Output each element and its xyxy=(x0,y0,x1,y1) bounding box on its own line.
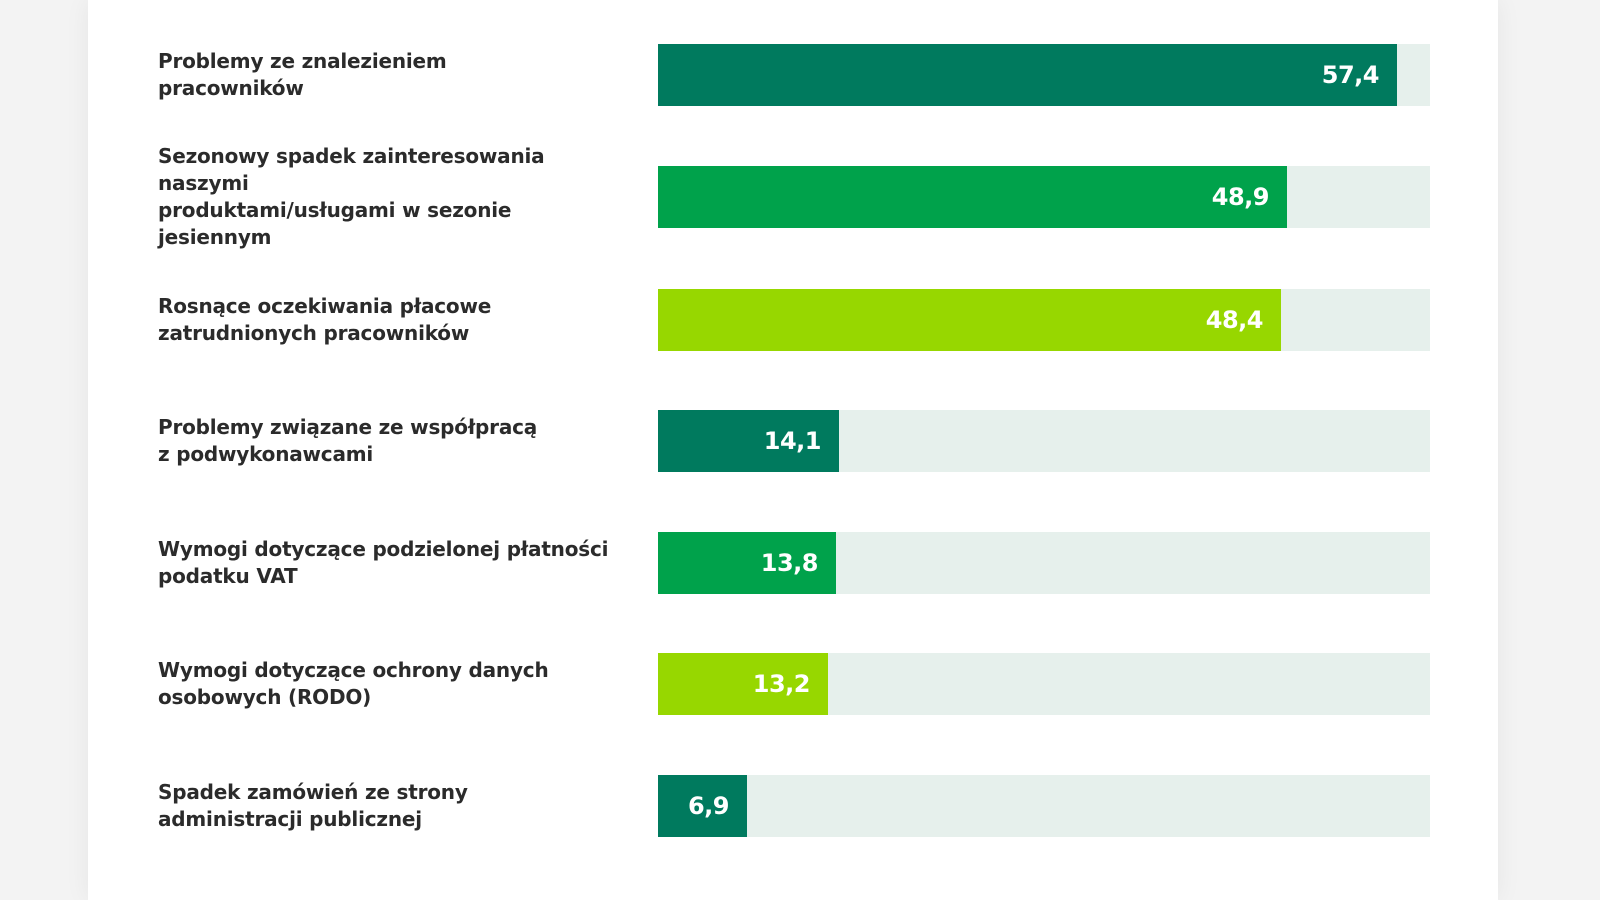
category-label: Sezonowy spadek zainteresowania naszymi … xyxy=(158,144,545,249)
bar-row: Wymogi dotyczące podzielonej płatności p… xyxy=(88,532,1498,594)
bar: 48,4 xyxy=(658,289,1281,351)
category-label: Problemy związane ze współpracą z podwyk… xyxy=(158,415,538,466)
bar-track: 6,9 xyxy=(658,775,1430,837)
bar-row: Rosnące oczekiwania płacowe zatrudnionyc… xyxy=(88,289,1498,351)
bar-track: 57,4 xyxy=(658,44,1430,106)
bar-track: 13,8 xyxy=(658,532,1430,594)
bar-track: 13,2 xyxy=(658,653,1430,715)
bar: 6,9 xyxy=(658,775,747,837)
value-label: 6,9 xyxy=(687,792,730,820)
value-label: 48,4 xyxy=(1205,306,1264,334)
value-label: 13,2 xyxy=(752,670,811,698)
bar-track: 14,1 xyxy=(658,410,1430,472)
bar-track: 48,9 xyxy=(658,166,1430,228)
category-label: Spadek zamówień ze strony administracji … xyxy=(158,780,468,831)
bar: 13,8 xyxy=(658,532,836,594)
category-label: Problemy ze znalezieniem pracowników xyxy=(158,49,447,100)
bar-row: Spadek zamówień ze strony administracji … xyxy=(88,775,1498,837)
value-label: 57,4 xyxy=(1321,61,1380,89)
category-label: Wymogi dotyczące podzielonej płatności p… xyxy=(158,537,609,588)
category-label: Wymogi dotyczące ochrony danych osobowyc… xyxy=(158,658,549,709)
value-label: 48,9 xyxy=(1211,183,1270,211)
bar-row: Problemy ze znalezieniem pracowników 57,4 xyxy=(88,44,1498,106)
bar: 14,1 xyxy=(658,410,839,472)
category-label: Rosnące oczekiwania płacowe zatrudnionyc… xyxy=(158,294,492,345)
value-label: 14,1 xyxy=(763,427,822,455)
bar-track: 48,4 xyxy=(658,289,1430,351)
bar: 13,2 xyxy=(658,653,828,715)
bar-row: Problemy związane ze współpracą z podwyk… xyxy=(88,410,1498,472)
bar-row: Sezonowy spadek zainteresowania naszymi … xyxy=(88,144,1498,249)
bar-row: Wymogi dotyczące ochrony danych osobowyc… xyxy=(88,653,1498,715)
chart-card: Problemy ze znalezieniem pracowników 57,4… xyxy=(88,0,1498,900)
bar: 57,4 xyxy=(658,44,1397,106)
value-label: 13,8 xyxy=(760,549,819,577)
bar: 48,9 xyxy=(658,166,1287,228)
